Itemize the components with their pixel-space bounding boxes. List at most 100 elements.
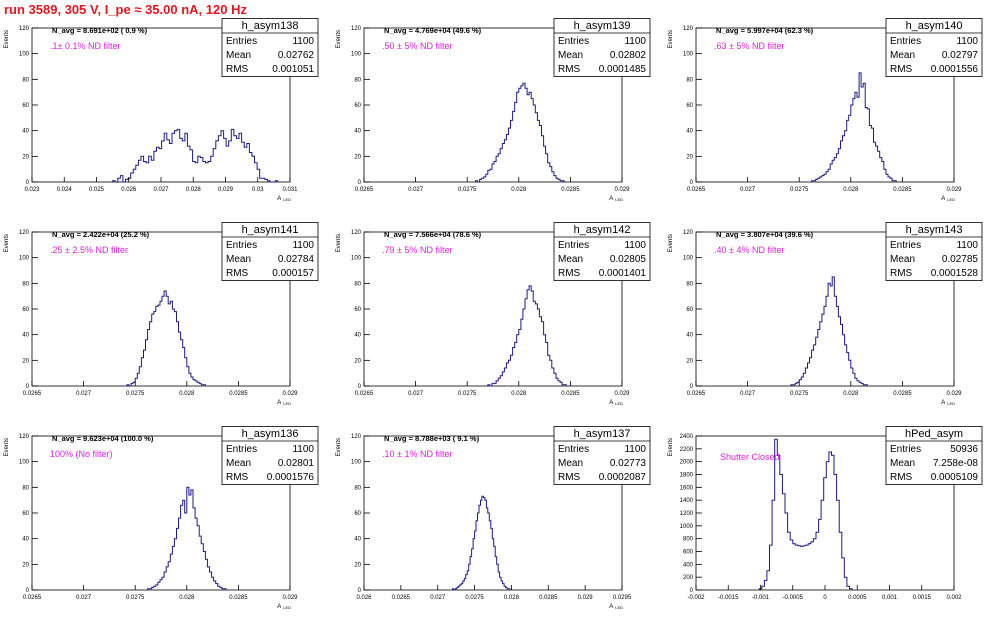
x-tick-label: -0.001 [752,595,770,601]
stats-value: 0.02785 [942,254,979,265]
x-tick-label: 0.0285 [893,187,912,193]
x-tick-label: 0.0285 [561,391,580,397]
x-tick-label: 0.026 [356,595,372,601]
histogram-panel: 0.0265 0.027 0.0275 0.028 0.0285 0.029 0 20 40 60… [664,18,984,214]
filter-annotation: .50 ± 5% ND filter [382,41,452,51]
y-tick-label: 20 [22,358,29,364]
y-tick-label: 1800 [680,473,694,479]
x-tick-label: 0.0265 [23,595,42,601]
histogram-chart: 0.023 0.024 0.025 0.026 0.027 0.028 0.029 0.03 0… [4,18,319,202]
y-tick-label: 0 [358,384,362,390]
histogram-title: h_asym140 [906,20,963,32]
stats-label: Mean [558,458,583,469]
x-tick-label: 0.029 [614,391,630,397]
y-tick-label: 0 [358,588,362,594]
y-tick-label: 0 [358,180,362,186]
y-tick-label: 40 [22,129,29,135]
stats-value: 1100 [292,36,314,47]
y-tick-label: 0 [690,180,694,186]
stats-value: 0.001051 [272,64,314,75]
x-tick-label: 0.0285 [561,187,580,193]
x-axis-title: A LED [609,400,623,406]
stats-label: Mean [226,50,251,61]
stats-box [221,222,319,281]
stats-box [885,426,983,485]
stats-label: RMS [226,64,249,75]
x-tick-label: 0.0295 [613,595,632,601]
stats-label: RMS [890,472,913,483]
stats-label: RMS [890,268,913,279]
stats-label: Mean [226,254,251,265]
stats-value: 1100 [624,444,646,455]
navg-annotation: N_avg = 8.788e+03 ( 9.1 %) [384,434,480,443]
x-tick-label: 0.0265 [355,187,374,193]
x-tick-label: 0.029 [282,391,298,397]
stats-label: Entries [226,444,257,455]
y-tick-label: 40 [354,333,361,339]
y-tick-label: 80 [354,281,361,287]
histogram-chart: 0.0265 0.027 0.0275 0.028 0.0285 0.029 0 20 40 60… [336,222,651,406]
y-tick-label: 60 [686,307,693,313]
x-tick-label: 0.024 [57,187,73,193]
stats-value: 1100 [624,36,646,47]
stats-label: RMS [558,268,581,279]
y-tick-label: 40 [22,333,29,339]
histogram-chart: 0.0265 0.027 0.0275 0.028 0.0285 0.029 0 20 40 60… [4,222,319,406]
y-tick-label: 120 [683,230,694,236]
histogram-chart: 0.0265 0.027 0.0275 0.028 0.0285 0.029 0 20 40 60… [668,222,983,406]
x-tick-label: 0.0285 [229,595,248,601]
y-tick-label: 60 [686,103,693,109]
x-tick-label: 0.027 [740,187,756,193]
histogram-title: h_asym143 [906,224,963,236]
histogram-title: h_asym136 [242,428,299,440]
x-tick-label: 0.027 [430,595,446,601]
histogram-chart: 0.026 0.0265 0.027 0.0275 0.028 0.0285 0.029 0.… [336,426,651,610]
histogram-series [126,290,206,387]
stats-label: Entries [890,444,921,455]
y-tick-label: 120 [19,26,30,32]
x-axis-title: A LED [277,196,291,202]
stats-label: RMS [558,64,581,75]
y-axis-title: Events [336,234,342,252]
stats-label: RMS [890,64,913,75]
x-tick-label: 0.027 [740,391,756,397]
y-tick-label: 100 [351,52,362,58]
x-tick-label: 0.0265 [687,391,706,397]
x-axis-title: A LED [277,604,291,610]
navg-annotation: N_avg = 9.623e+04 (100.0 %) [52,434,154,443]
stats-box [885,18,983,77]
y-tick-label: 0 [26,384,30,390]
x-axis-title: A LED [277,400,291,406]
stats-value: 0.02802 [610,50,647,61]
y-tick-label: 80 [22,77,29,83]
y-tick-label: 100 [683,52,694,58]
x-tick-label: 0.0285 [539,595,558,601]
histogram-panel: 0.0265 0.027 0.0275 0.028 0.0285 0.029 0 20 40 60… [0,426,320,622]
y-tick-label: 100 [19,52,30,58]
histogram-title: h_asym141 [242,224,299,236]
histogram-title: h_asym142 [574,224,631,236]
x-tick-label: 0.031 [282,187,298,193]
y-tick-label: 20 [354,358,361,364]
y-tick-label: 100 [19,460,30,466]
y-tick-label: 20 [354,154,361,160]
filter-annotation: .10 ± 1% ND filter [382,449,452,459]
y-tick-label: 40 [22,537,29,543]
y-tick-label: 80 [354,485,361,491]
stats-value: 1100 [624,240,646,251]
filter-annotation: .79 ± 5% ND filter [382,245,452,255]
histogram-series [487,285,567,387]
stats-label: Mean [890,50,915,61]
stats-label: RMS [226,268,249,279]
y-tick-label: 40 [686,129,693,135]
x-tick-label: 0.002 [946,595,962,601]
y-tick-label: 1400 [680,498,694,504]
filter-annotation: .25 ± 2.5% ND filter [50,245,128,255]
x-tick-label: 0.0265 [392,595,411,601]
stats-label: RMS [558,472,581,483]
navg-annotation: N_avg = 2.422e+04 (25.2 %) [52,230,150,239]
stats-label: Entries [890,36,921,47]
y-tick-label: 40 [354,537,361,543]
navg-annotation: N_avg = 7.566e+04 (78.6 %) [384,230,482,239]
stats-value: 0.02801 [278,458,315,469]
